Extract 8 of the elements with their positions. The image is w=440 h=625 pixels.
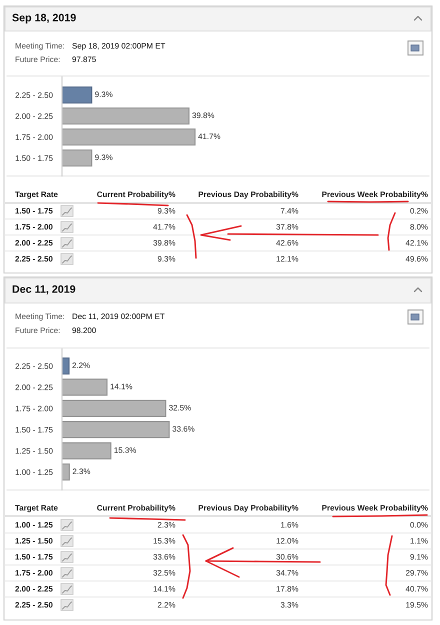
chart-title: Sep 18, 2019 xyxy=(12,14,76,24)
bar xyxy=(62,378,108,396)
bar xyxy=(62,400,166,417)
bar xyxy=(62,421,170,438)
bar xyxy=(62,357,70,375)
bar xyxy=(62,442,112,460)
bar xyxy=(62,463,70,481)
chart-title: Dec 11, 2019 xyxy=(12,285,76,294)
